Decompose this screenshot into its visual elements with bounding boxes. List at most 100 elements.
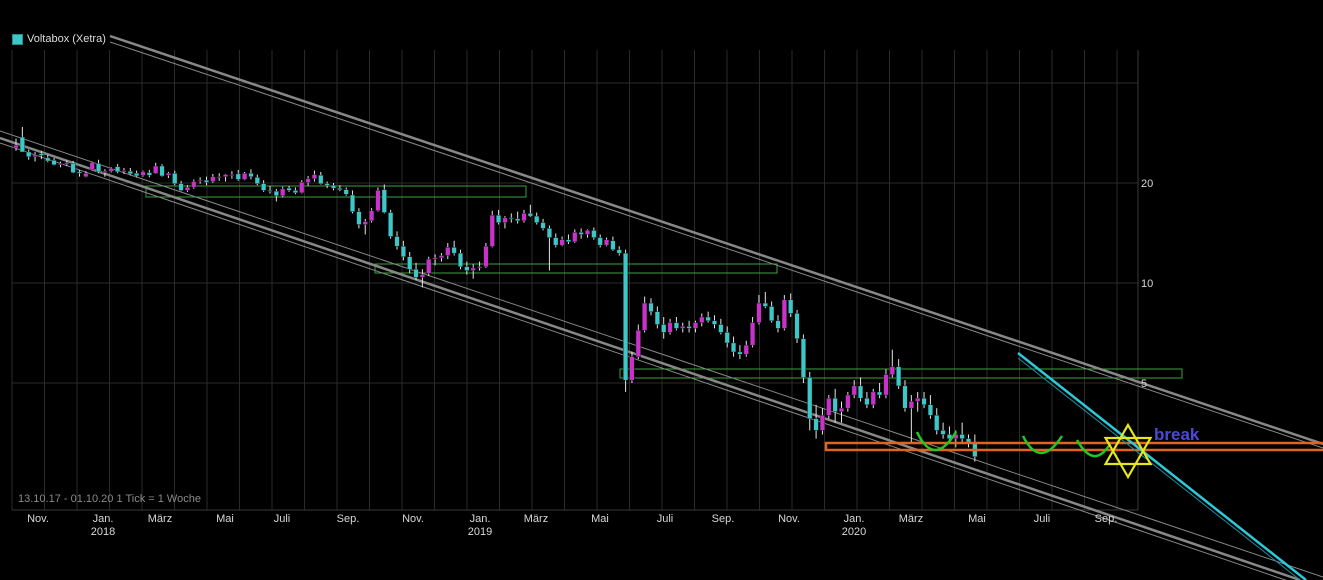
candle-body: [502, 217, 508, 223]
candle: [343, 187, 349, 196]
candle-body: [57, 163, 63, 165]
candle: [502, 216, 508, 229]
candle-body: [788, 299, 794, 314]
candle: [832, 388, 838, 423]
candle-body: [254, 177, 260, 184]
candle-body: [76, 171, 82, 174]
candle: [273, 188, 279, 202]
candle-body: [203, 179, 209, 183]
candle-body: [419, 274, 425, 278]
candle-body: [959, 434, 965, 439]
candle: [858, 377, 864, 402]
candle: [108, 167, 114, 173]
candle: [813, 404, 819, 439]
candle: [597, 234, 603, 248]
candle: [203, 176, 209, 186]
candle: [280, 186, 286, 198]
x-tick-label: Nov.: [402, 513, 424, 525]
trend-line: [0, 136, 1301, 580]
candle: [242, 171, 248, 181]
candle-body: [134, 173, 140, 177]
candle-body: [756, 302, 762, 323]
candle-body: [477, 266, 483, 269]
candle-body: [451, 247, 457, 254]
candle-body: [794, 313, 800, 339]
candle: [896, 359, 902, 389]
candle: [794, 309, 800, 343]
candle-body: [432, 257, 438, 260]
candle: [57, 161, 63, 168]
candle: [737, 345, 743, 360]
candles: [13, 126, 978, 462]
candle-body: [394, 236, 400, 247]
candle: [508, 213, 514, 223]
candle-body: [864, 398, 870, 405]
candle: [572, 229, 578, 243]
candle-body: [413, 269, 419, 278]
candle: [324, 181, 330, 189]
candle-body: [870, 391, 876, 405]
candle: [191, 179, 197, 189]
candle-body: [642, 302, 648, 331]
breakout-line-thin: [1017, 357, 1301, 580]
x-tick-label: März: [148, 513, 172, 525]
candle-body: [32, 154, 38, 157]
candle: [934, 408, 940, 435]
trend-line: [0, 142, 1287, 580]
candle: [235, 169, 241, 181]
candle-body: [102, 171, 108, 173]
candle-body: [26, 151, 32, 157]
candle: [229, 171, 235, 179]
candle-body: [908, 401, 914, 409]
candle-body: [940, 430, 946, 435]
x-tick-label: Jan.: [470, 513, 491, 525]
candle-body: [813, 418, 819, 431]
candle-body: [927, 404, 933, 416]
candle: [178, 180, 184, 192]
candle: [356, 208, 362, 229]
candle-body: [896, 366, 902, 387]
candle: [362, 218, 368, 235]
candle-body: [616, 249, 622, 254]
x-tick-label: Juli: [274, 513, 291, 525]
candle-body: [851, 385, 857, 396]
candle: [45, 154, 51, 163]
candle-body: [610, 240, 616, 250]
candle: [959, 422, 965, 443]
x-year-label: 2020: [842, 526, 866, 538]
candle-body: [889, 366, 895, 375]
candle-body: [934, 414, 940, 431]
candle-body: [445, 247, 451, 256]
candle-body: [845, 394, 851, 409]
candle-body: [191, 181, 197, 188]
candle: [210, 173, 216, 183]
candle-body: [121, 170, 127, 173]
candle-body: [89, 162, 95, 171]
y-axis: 20 10 5: [1141, 178, 1153, 390]
candle: [902, 380, 908, 412]
candle-body: [197, 179, 203, 182]
x-tick-label: März: [524, 513, 548, 525]
candle-body: [248, 173, 254, 177]
candle-body: [775, 320, 781, 329]
candle: [756, 295, 762, 325]
candle: [197, 177, 203, 184]
candle: [419, 269, 425, 288]
candle: [286, 185, 292, 192]
candle: [121, 167, 127, 174]
x-tick-label: Jan.: [93, 513, 114, 525]
candle-body: [51, 160, 57, 165]
candle-body: [654, 311, 660, 325]
y-tick-label: 20: [1141, 178, 1153, 190]
candle: [648, 298, 654, 316]
candle: [470, 264, 476, 279]
candle-body: [318, 175, 324, 184]
candle: [629, 351, 635, 383]
x-tick-label: März: [899, 513, 923, 525]
candle: [534, 212, 540, 225]
candle-body: [127, 171, 133, 175]
candle: [807, 371, 813, 431]
candle: [337, 185, 343, 192]
candle-body: [883, 374, 889, 396]
candle: [635, 324, 641, 360]
